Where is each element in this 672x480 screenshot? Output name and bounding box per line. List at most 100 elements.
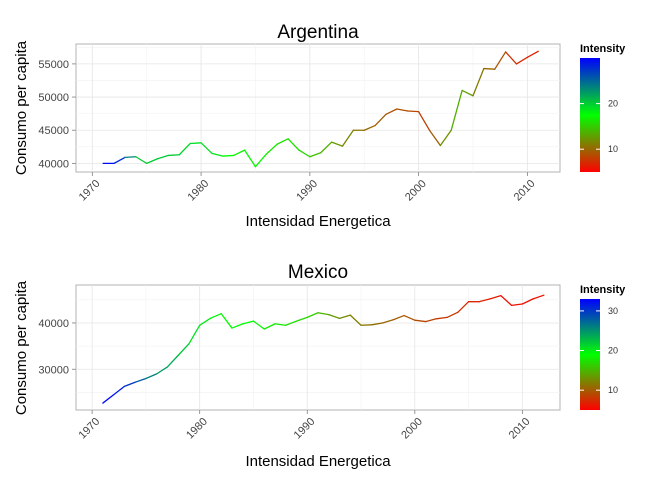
series-segment <box>188 324 201 345</box>
series-segment <box>374 113 387 127</box>
series-segment <box>532 294 545 300</box>
series-segment <box>472 67 485 97</box>
series-segment <box>134 377 147 383</box>
series-segment <box>338 314 351 319</box>
series-segment <box>317 312 330 316</box>
x-tick-label: 1970 <box>77 416 103 442</box>
plot-panel <box>75 284 561 411</box>
series-segment <box>396 108 409 112</box>
y-axis-ticks: 30000 40000 <box>38 318 76 376</box>
y-tick-label: 40000 <box>38 318 69 330</box>
series-line <box>102 50 539 168</box>
y-axis-label: Consumo per capita <box>13 40 30 175</box>
series-segment <box>298 149 311 158</box>
grid <box>76 285 560 410</box>
series-segment <box>407 110 420 113</box>
series-segment <box>510 303 524 307</box>
series-segment <box>265 143 278 155</box>
series-segment <box>156 154 170 160</box>
plot-panel <box>75 43 561 173</box>
y-tick-label: 50000 <box>38 92 69 104</box>
series-segment <box>200 142 213 155</box>
series-segment <box>328 313 341 319</box>
series-segment <box>263 323 276 330</box>
series-segment <box>309 152 322 158</box>
series-segment <box>222 154 235 157</box>
series-segment <box>306 312 319 319</box>
series-segment <box>189 142 202 145</box>
legend-tick-label: 20 <box>608 346 618 356</box>
series-segment <box>330 141 344 147</box>
series-segment <box>135 156 148 165</box>
x-axis-label: Intensidad Energetica <box>245 453 391 470</box>
y-axis-label: Consumo per capita <box>13 280 30 415</box>
legend-colorbar <box>580 299 600 410</box>
series-segment <box>211 152 224 157</box>
x-tick-label: 1980 <box>185 178 211 204</box>
series-segment <box>231 323 244 329</box>
series-segment <box>446 311 459 319</box>
x-tick-label: 1990 <box>294 178 320 204</box>
chart-title: Mexico <box>288 262 348 283</box>
x-axis-ticks: 1970 1980 1990 2000 2010 <box>77 172 538 204</box>
x-tick-label: 2000 <box>399 416 425 442</box>
x-tick-label: 2000 <box>403 178 429 204</box>
series-segment <box>424 318 437 323</box>
y-tick-label: 55000 <box>38 59 69 71</box>
y-axis-ticks: 40000 45000 50000 55000 <box>38 59 76 170</box>
series-segment <box>295 316 308 322</box>
series-segment <box>146 158 159 165</box>
series-segment <box>220 313 233 329</box>
series-segment <box>145 373 158 380</box>
series-segment <box>385 108 398 115</box>
legend-ticks: 10 20 30 <box>580 306 618 395</box>
series-segment <box>243 149 257 168</box>
series-segment <box>526 50 539 58</box>
legend-ticks: 10 20 <box>580 99 618 154</box>
legend-title: Intensity <box>580 43 626 55</box>
series-segment <box>178 142 191 156</box>
x-tick-label: 2010 <box>507 416 533 442</box>
series-segment <box>112 385 126 396</box>
legend: Intensity 10 20 30 <box>580 284 626 410</box>
panel-argentina: Argentina 1970 1980 1990 2000 2010 400004500… <box>13 22 626 230</box>
grid <box>76 44 560 172</box>
series-segment <box>199 317 212 326</box>
legend-tick-label: 10 <box>608 385 618 395</box>
series-segment <box>478 298 491 303</box>
series-segment <box>166 354 179 368</box>
series-segment <box>233 149 246 157</box>
legend: Intensity 10 20 <box>580 43 626 172</box>
x-tick-label: 2010 <box>512 178 538 204</box>
series-segment <box>428 129 442 147</box>
series-segment <box>450 89 463 131</box>
series-segment <box>124 156 137 159</box>
series-segment <box>504 51 518 65</box>
x-tick-label: 1990 <box>292 416 318 442</box>
series-segment <box>403 314 416 321</box>
series-segment <box>177 343 190 357</box>
legend-colorbar <box>580 58 600 172</box>
legend-tick-label: 10 <box>608 144 618 154</box>
series-segment <box>381 319 394 324</box>
series-segment <box>500 294 513 307</box>
series-segment <box>363 124 376 131</box>
series-segment <box>494 51 507 70</box>
legend-tick-label: 20 <box>608 99 618 109</box>
series-segment <box>252 320 265 330</box>
x-tick-label: 1980 <box>184 416 210 442</box>
x-axis-ticks: 1970 1980 1990 2000 2010 <box>77 410 533 442</box>
series-segment <box>287 138 300 151</box>
series-segment <box>439 129 452 147</box>
series-segment <box>341 129 354 147</box>
series-segment <box>457 301 470 313</box>
y-tick-label: 40000 <box>38 158 69 170</box>
series-segment <box>274 323 287 326</box>
series-segment <box>242 320 255 325</box>
legend-title: Intensity <box>580 284 626 296</box>
series-segment <box>156 366 169 375</box>
series-segment <box>489 294 502 300</box>
series-segment <box>167 154 180 157</box>
series-line <box>102 294 545 404</box>
series-segment <box>254 153 267 168</box>
